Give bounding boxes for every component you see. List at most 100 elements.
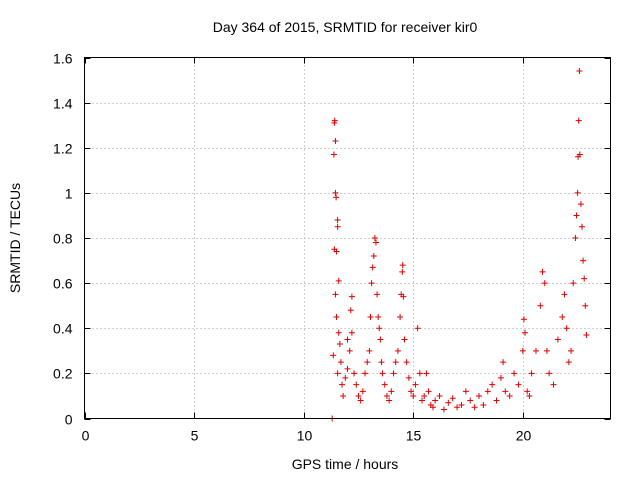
y-tick-label: 0.4: [53, 321, 73, 337]
chart-title: Day 364 of 2015, SRMTID for receiver kir…: [213, 19, 478, 35]
data-point: [347, 307, 354, 314]
data-point: [335, 329, 342, 336]
grid: [84, 57, 611, 419]
y-tick-label: 0.2: [53, 366, 73, 382]
data-point: [366, 347, 373, 354]
data-point: [336, 341, 343, 348]
ticks: [84, 57, 611, 420]
data-point: [429, 404, 436, 411]
x-axis-title: GPS time / hours: [292, 456, 399, 472]
data-point: [405, 374, 412, 381]
data-point: [476, 392, 482, 399]
data-point: [511, 370, 518, 377]
data-point: [484, 388, 491, 395]
data-point: [489, 381, 496, 388]
data-point: [337, 359, 344, 366]
data-point: [537, 302, 544, 309]
data-point: [388, 388, 395, 395]
data-point: [416, 370, 423, 377]
data-point: [335, 277, 342, 284]
data-point: [367, 313, 374, 320]
data-point: [500, 359, 507, 366]
data-point: [332, 137, 339, 144]
data-point: [502, 388, 509, 395]
data-point: [462, 388, 469, 395]
data-point: [575, 117, 582, 124]
data-point: [332, 291, 339, 298]
data-point: [355, 392, 362, 399]
data-point: [541, 280, 548, 287]
data-point: [369, 264, 376, 271]
x-tick-label: 20: [516, 428, 532, 444]
data-point: [576, 151, 583, 158]
data-point: [403, 359, 410, 366]
data-point: [412, 381, 419, 388]
data-point: [445, 399, 452, 406]
data-point: [423, 370, 430, 377]
data-point: [419, 397, 426, 404]
data-point: [333, 194, 340, 201]
data-point: [436, 392, 443, 399]
data-point: [454, 404, 461, 411]
data-point: [458, 401, 465, 408]
data-point: [362, 370, 369, 377]
tick-labels: 0 5 10 15 20 0 0.2 0.4 0.6 0.8 1 1.2 1.4 1.6: [53, 51, 531, 444]
data-point: [346, 347, 353, 354]
data-point: [467, 397, 474, 404]
data-point: [568, 347, 575, 354]
x-tick-label: 10: [297, 428, 313, 444]
data-point: [364, 359, 371, 366]
data-point: [526, 392, 533, 399]
data-point: [581, 275, 588, 282]
data-point: [340, 392, 347, 399]
data-point: [353, 381, 360, 388]
x-tick-label: 15: [406, 428, 422, 444]
data-point: [399, 262, 406, 269]
data-point: [432, 397, 439, 404]
data-point: [368, 280, 375, 287]
data-point: [582, 302, 589, 309]
data-point: [374, 291, 381, 298]
data-point: [577, 201, 584, 208]
y-tick-label: 1: [65, 186, 73, 202]
data-point: [480, 401, 487, 408]
y-tick-label: 0.8: [53, 231, 73, 247]
data-point: [344, 365, 351, 372]
data-point: [334, 223, 341, 230]
data-point: [572, 235, 579, 241]
data-point: [399, 268, 406, 275]
data-point: [357, 397, 364, 404]
data-point: [339, 381, 346, 388]
data-point: [421, 392, 428, 399]
data-point: [570, 280, 577, 287]
y-tick-label: 1.6: [53, 51, 73, 67]
data-point: [449, 395, 456, 402]
data-point: [386, 397, 393, 404]
data-point: [471, 404, 478, 411]
y-tick-label: 1.4: [53, 96, 73, 112]
data-point: [334, 370, 341, 377]
data-point: [330, 151, 337, 158]
data-point: [376, 325, 383, 332]
data-point: [390, 370, 397, 377]
data-point: [375, 313, 382, 320]
data-point: [554, 336, 561, 343]
data-point: [565, 359, 572, 366]
data-point: [573, 212, 580, 219]
data-point: [410, 392, 417, 399]
data-point: [522, 329, 529, 336]
data-point: [400, 293, 407, 300]
data-point: [372, 239, 379, 246]
data-point: [348, 329, 355, 336]
data-point: [333, 248, 340, 255]
data-point: [574, 189, 581, 196]
data-point: [550, 381, 557, 388]
data-point: [351, 370, 358, 377]
data-point: [344, 336, 351, 343]
data-point: [506, 392, 513, 399]
data-point: [408, 388, 415, 395]
data-point: [559, 313, 566, 320]
plot-frame: [84, 57, 611, 419]
y-tick-label: 0: [65, 412, 73, 428]
data-point: [543, 347, 550, 354]
